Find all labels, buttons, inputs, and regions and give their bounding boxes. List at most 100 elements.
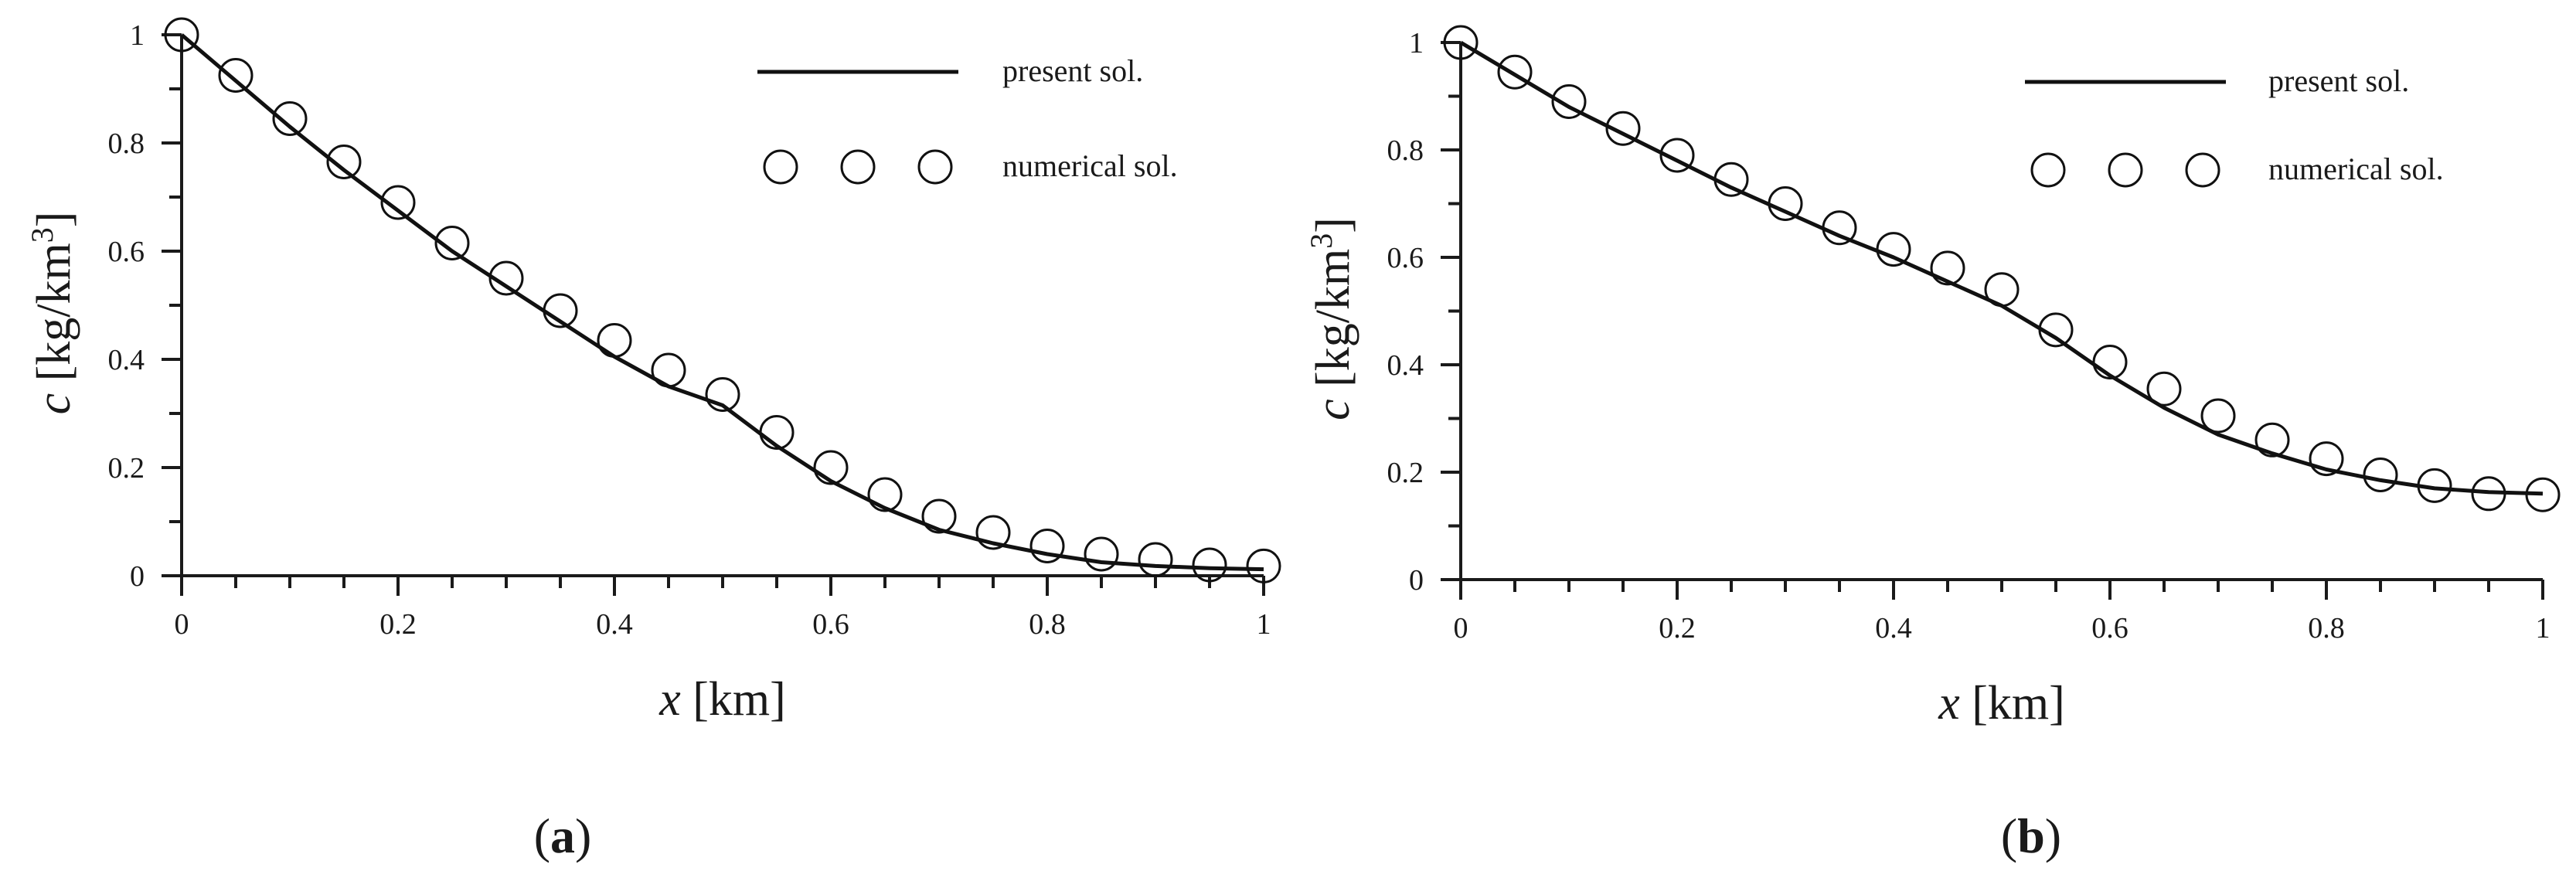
x-axis-title: x [km]	[1938, 677, 2065, 730]
y-axis-unit: [kg/km	[28, 243, 80, 393]
y-tick-label: 1	[1409, 27, 1424, 60]
numerical-sol-point	[597, 323, 632, 358]
x-tick-label: 0.8	[2308, 612, 2345, 645]
numerical-sol-point	[380, 185, 416, 220]
y-tick-label: 0	[1409, 564, 1424, 597]
numerical-sol-point	[759, 415, 795, 450]
x-tick-label: 0.6	[812, 608, 849, 641]
numerical-sol-point	[1768, 186, 1803, 221]
numerical-sol-point	[1443, 25, 1479, 60]
x-tick-label: 0.2	[379, 608, 417, 641]
y-axis-unit: [kg/km	[1307, 249, 1359, 400]
numerical-sol-point	[2363, 457, 2398, 492]
legend-marker-swatch	[917, 149, 953, 185]
x-axis-unit: [km]	[681, 673, 786, 726]
y-axis-unit-power: 3	[1304, 233, 1339, 249]
panel-caption-open: (	[534, 808, 550, 863]
numerical-sol-point	[218, 58, 254, 93]
x-tick-label: 0.2	[1659, 612, 1696, 645]
numerical-sol-point	[2146, 371, 2182, 406]
numerical-sol-point	[1713, 162, 1749, 197]
numerical-sol-point	[1497, 54, 1533, 90]
present-sol-line	[180, 33, 1264, 572]
numerical-sol-point	[1246, 548, 1281, 583]
panel-caption-close: )	[2045, 808, 2061, 863]
present-sol-line	[1459, 40, 2544, 496]
numerical-sol-point	[2309, 441, 2344, 477]
numerical-sol-point	[1192, 547, 1227, 583]
panel-caption-close: )	[575, 808, 591, 863]
numerical-sol-point	[2525, 477, 2561, 512]
numerical-sol-point	[1551, 83, 1587, 119]
x-axis-unit: [km]	[1960, 677, 2065, 730]
numerical-sol-point	[1605, 111, 1641, 146]
numerical-sol-point	[867, 477, 903, 512]
numerical-sol-point	[326, 145, 362, 179]
numerical-sol-point	[1084, 536, 1119, 572]
legend-label-numerical: numerical sol.	[1002, 148, 1178, 183]
numerical-sol-point	[1029, 529, 1065, 563]
numerical-sol-point	[975, 515, 1011, 550]
x-tick-label: 0.6	[2091, 612, 2129, 645]
x-axis-symbol: x	[1938, 677, 1960, 730]
y-axis-symbol: c	[1307, 399, 1359, 420]
x-tick-label: 0	[1454, 612, 1468, 645]
legend-marker-swatch	[2185, 152, 2220, 188]
y-axis-unit-close: ]	[28, 212, 80, 228]
x-tick-label: 0	[175, 608, 189, 641]
legend-label-present: present sol.	[1002, 53, 1143, 88]
x-axis-title: x [km]	[658, 673, 786, 726]
y-tick-label: 0	[130, 560, 145, 593]
y-tick-label: 0.2	[1387, 457, 1424, 489]
numerical-sol-point	[1138, 542, 1173, 577]
panel-caption: (a)	[534, 808, 592, 863]
y-tick-label: 0.6	[108, 236, 145, 268]
numerical-sol-point	[651, 352, 686, 388]
numerical-sol-point	[2471, 476, 2506, 512]
y-tick-label: 0.6	[1387, 242, 1424, 274]
numerical-sol-point	[705, 377, 740, 412]
y-axis-symbol: c	[28, 393, 80, 415]
numerical-sol-point	[1930, 250, 1965, 286]
numerical-sol-point	[434, 226, 470, 260]
legend-marker-swatch	[763, 149, 798, 185]
y-tick-label: 0.8	[1387, 134, 1424, 167]
y-tick-label: 0.4	[108, 344, 145, 376]
panel-caption-letter: b	[2017, 808, 2045, 863]
numerical-sol-point	[813, 450, 849, 485]
numerical-sol-point	[2038, 312, 2074, 348]
panel-caption: (b)	[2001, 808, 2061, 863]
panel-caption-open: (	[2001, 808, 2017, 863]
legend-marker-swatch	[2030, 152, 2066, 188]
numerical-sol-point	[543, 293, 578, 328]
numerical-sol-point	[1876, 232, 1911, 267]
panel-caption-letter: a	[550, 808, 575, 863]
legend-label-numerical: numerical sol.	[2268, 151, 2444, 186]
numerical-sol-point	[2254, 422, 2290, 458]
panel-a: 0 0.2 0.4 0.6 0.8 1 0 0.2 0.4 0.6 0.8 1 x [km] c [kg/…	[25, 17, 1281, 863]
x-tick-label: 1	[2536, 612, 2550, 645]
y-axis-title: c [kg/km3]	[1304, 217, 1359, 420]
x-axis-symbol: x	[658, 673, 681, 726]
x-tick-label: 0.4	[1875, 612, 1912, 645]
numerical-sol-point	[2200, 398, 2236, 434]
y-axis-title: c [kg/km3]	[25, 212, 80, 415]
y-tick-label: 1	[130, 19, 145, 52]
legend-marker-swatch	[2108, 152, 2143, 188]
numerical-sol-point	[272, 101, 308, 136]
x-tick-label: 0.8	[1029, 608, 1066, 641]
x-tick-label: 1	[1257, 608, 1271, 641]
x-tick-label: 0.4	[596, 608, 633, 641]
y-tick-label: 0.2	[108, 452, 145, 485]
y-tick-label: 0.4	[1387, 349, 1424, 382]
numerical-sol-point	[1984, 272, 2020, 308]
y-axis-unit-close: ]	[1307, 217, 1359, 233]
legend-label-present: present sol.	[2268, 63, 2409, 98]
panel-b: 0 0.2 0.4 0.6 0.8 1 0 0.2 0.4 0.6 0.8 1 x [km] c [kg/…	[1304, 25, 2561, 863]
numerical-sol-point	[1659, 138, 1695, 173]
y-axis-unit-power: 3	[25, 227, 60, 243]
numerical-sol-point	[164, 17, 199, 53]
numerical-sol-point	[2092, 345, 2128, 380]
numerical-sol-point	[921, 498, 957, 534]
